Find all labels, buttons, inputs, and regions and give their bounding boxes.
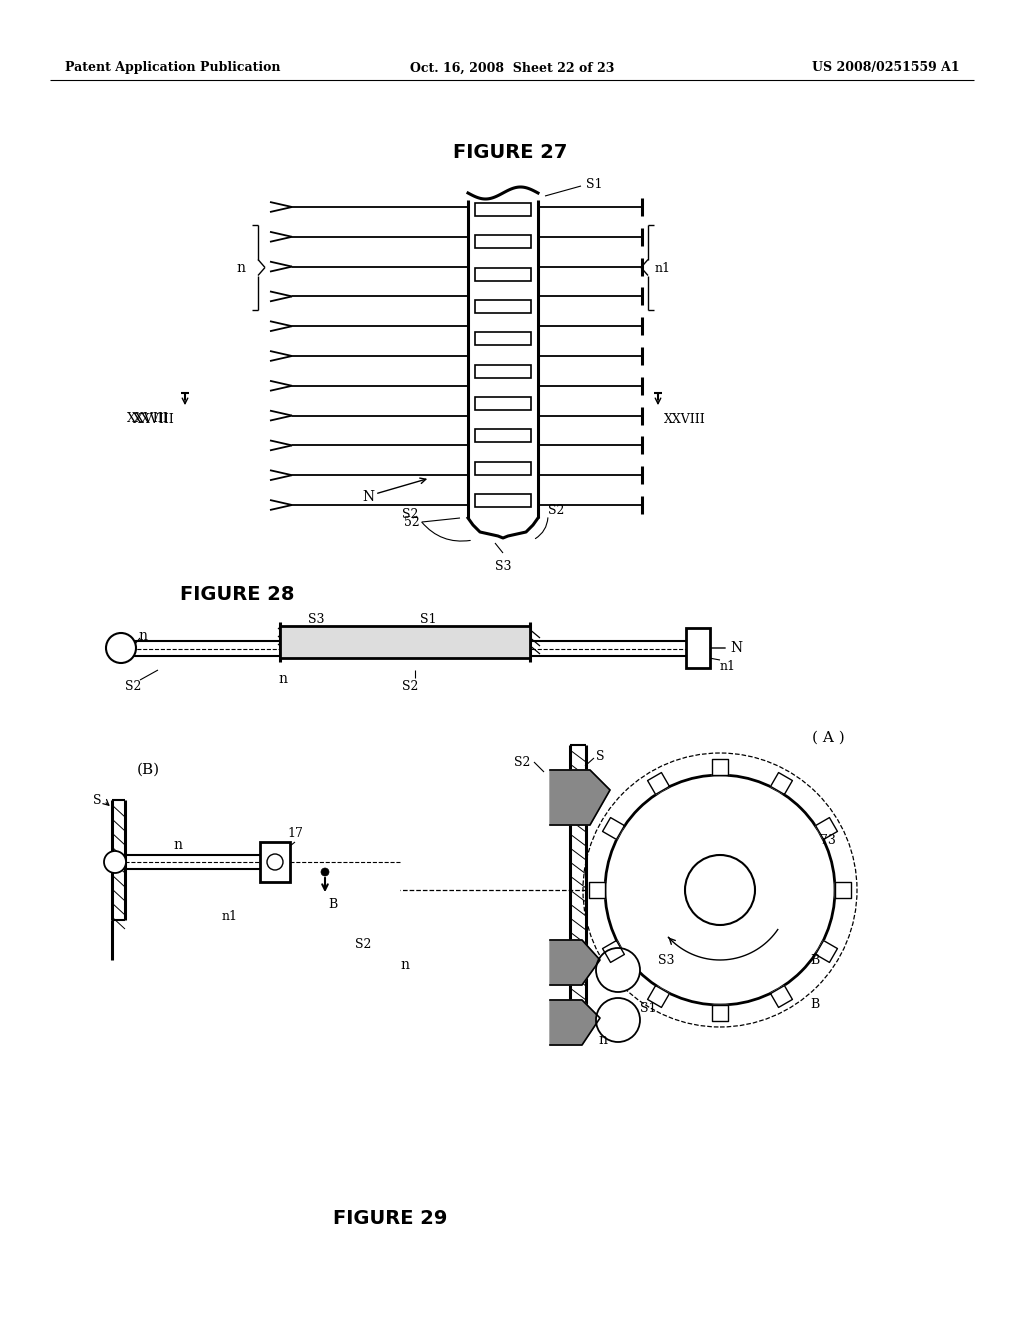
Text: S2: S2 bbox=[401, 508, 418, 521]
Polygon shape bbox=[815, 817, 838, 840]
Text: n1: n1 bbox=[720, 660, 736, 673]
Text: S: S bbox=[93, 793, 102, 807]
Bar bbox=[475, 397, 531, 411]
Text: B: B bbox=[328, 898, 337, 911]
Polygon shape bbox=[771, 986, 793, 1007]
Polygon shape bbox=[550, 770, 610, 825]
Text: B: B bbox=[810, 953, 819, 966]
Text: (B): (B) bbox=[136, 763, 160, 777]
Text: n: n bbox=[138, 630, 147, 643]
Bar bbox=[260, 842, 290, 882]
Bar bbox=[475, 429, 531, 442]
Bar bbox=[475, 333, 531, 346]
Text: XXVIII: XXVIII bbox=[127, 412, 169, 425]
Text: S: S bbox=[596, 750, 604, 763]
Text: S3: S3 bbox=[308, 612, 325, 626]
Bar bbox=[475, 462, 531, 474]
Bar bbox=[475, 235, 531, 248]
Text: S3: S3 bbox=[658, 953, 675, 966]
Text: S2: S2 bbox=[514, 755, 530, 768]
Text: S2: S2 bbox=[355, 939, 372, 950]
Circle shape bbox=[685, 855, 755, 925]
Bar bbox=[475, 268, 531, 281]
Text: S2: S2 bbox=[548, 503, 564, 516]
Bar bbox=[475, 300, 531, 313]
Circle shape bbox=[321, 869, 329, 876]
Text: N: N bbox=[730, 642, 742, 655]
Text: N: N bbox=[361, 490, 374, 504]
Text: S2: S2 bbox=[401, 680, 418, 693]
Text: FIGURE 29: FIGURE 29 bbox=[333, 1209, 447, 1228]
Polygon shape bbox=[647, 772, 670, 795]
Bar bbox=[280, 626, 530, 657]
Text: FIGURE 27: FIGURE 27 bbox=[453, 143, 567, 161]
Bar bbox=[475, 494, 531, 507]
Bar bbox=[475, 364, 531, 378]
Text: Patent Application Publication: Patent Application Publication bbox=[65, 62, 281, 74]
Text: 73: 73 bbox=[820, 833, 836, 846]
Text: n: n bbox=[598, 1034, 607, 1047]
Text: n: n bbox=[236, 261, 245, 275]
Text: FIGURE 28: FIGURE 28 bbox=[180, 586, 295, 605]
Bar bbox=[686, 628, 710, 668]
Text: B: B bbox=[810, 998, 819, 1011]
Polygon shape bbox=[550, 1001, 600, 1045]
Circle shape bbox=[104, 851, 126, 873]
Text: n: n bbox=[278, 672, 287, 686]
Text: XXVIII: XXVIII bbox=[664, 413, 706, 426]
Text: 17: 17 bbox=[287, 828, 303, 840]
Polygon shape bbox=[602, 941, 625, 962]
Text: S3: S3 bbox=[495, 560, 511, 573]
Text: XXVIII: XXVIII bbox=[133, 413, 175, 426]
Polygon shape bbox=[712, 1005, 728, 1020]
Text: ( A ): ( A ) bbox=[812, 731, 845, 744]
Text: S1: S1 bbox=[586, 178, 602, 191]
Polygon shape bbox=[589, 882, 605, 898]
Text: S2: S2 bbox=[125, 680, 141, 693]
Circle shape bbox=[605, 775, 835, 1005]
Circle shape bbox=[596, 948, 640, 993]
Circle shape bbox=[106, 634, 136, 663]
Text: US 2008/0251559 A1: US 2008/0251559 A1 bbox=[812, 62, 961, 74]
Polygon shape bbox=[550, 940, 600, 985]
Bar bbox=[475, 203, 531, 216]
Polygon shape bbox=[771, 772, 793, 795]
Text: n1: n1 bbox=[655, 261, 671, 275]
Text: Oct. 16, 2008  Sheet 22 of 23: Oct. 16, 2008 Sheet 22 of 23 bbox=[410, 62, 614, 74]
Polygon shape bbox=[712, 759, 728, 775]
Polygon shape bbox=[815, 941, 838, 962]
Polygon shape bbox=[602, 817, 625, 840]
Text: 52: 52 bbox=[404, 516, 420, 528]
Polygon shape bbox=[647, 986, 670, 1007]
Text: n: n bbox=[400, 958, 409, 972]
Circle shape bbox=[267, 854, 283, 870]
Text: S1: S1 bbox=[640, 1002, 656, 1015]
Text: S1: S1 bbox=[420, 612, 436, 626]
Text: n1: n1 bbox=[222, 909, 238, 923]
Text: n: n bbox=[173, 838, 182, 851]
Circle shape bbox=[596, 998, 640, 1041]
Polygon shape bbox=[835, 882, 851, 898]
